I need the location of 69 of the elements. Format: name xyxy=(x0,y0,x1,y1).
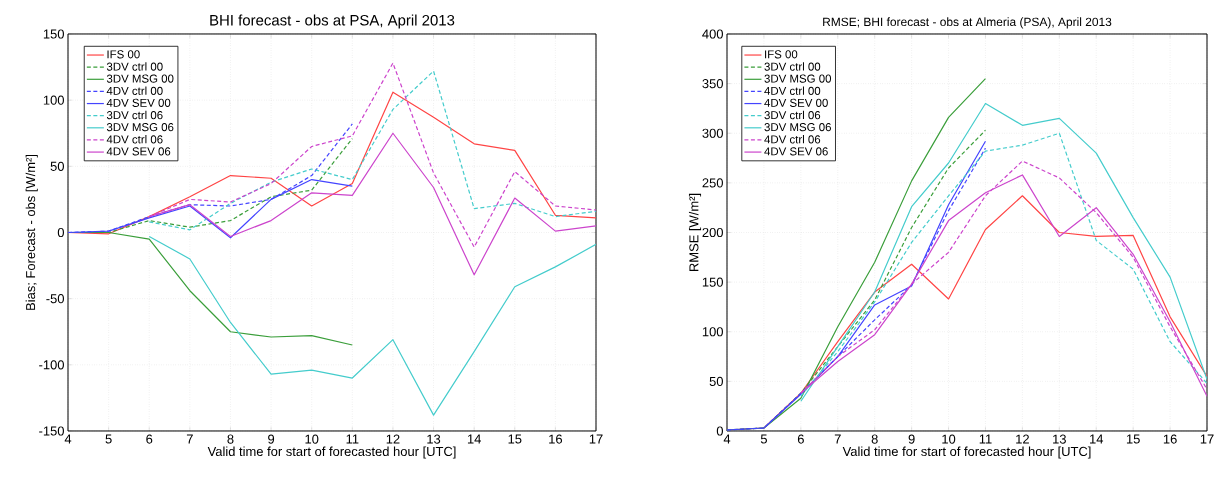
legend-label: 3DV ctrl 00 xyxy=(106,62,163,71)
x-tick-label: 7 xyxy=(834,434,841,444)
x-tick-label: 5 xyxy=(760,434,767,444)
legend-label: 4DV SEV 00 xyxy=(764,98,828,107)
chart-title: BHI forecast - obs at PSA, April 2013 xyxy=(210,14,455,29)
legend-label: 3DV ctrl 00 xyxy=(764,62,821,71)
y-tick-label: 100 xyxy=(43,95,64,105)
y-tick-label: 350 xyxy=(702,79,723,89)
y-axis-title: Bias; Forecast - obs [W/m²] xyxy=(25,154,38,310)
y-tick-label: -150 xyxy=(39,426,64,436)
y-tick-label: 150 xyxy=(43,29,64,39)
y-axis-title: RMSE [W/m²] xyxy=(688,193,702,271)
x-tick-label: 15 xyxy=(1126,434,1140,444)
x-tick-label: 5 xyxy=(105,434,112,444)
x-tick-label: 6 xyxy=(146,434,153,444)
x-tick-label: 15 xyxy=(508,434,522,444)
legend-label: 4DV ctrl 00 xyxy=(106,86,163,95)
x-tick-label: 14 xyxy=(467,434,481,444)
y-tick-label: 50 xyxy=(50,161,64,171)
legend-label: 3DV ctrl 06 xyxy=(106,110,163,120)
x-tick-label: 9 xyxy=(908,434,915,444)
y-tick-label: 0 xyxy=(57,227,64,238)
x-tick-label: 11 xyxy=(346,434,359,444)
x-tick-label: 14 xyxy=(1090,434,1104,444)
y-tick-label: 400 xyxy=(702,29,723,39)
x-tick-label: 13 xyxy=(427,434,441,444)
x-tick-label: 11 xyxy=(979,434,992,444)
line-series xyxy=(148,235,597,416)
x-tick-label: 10 xyxy=(305,434,319,444)
x-tick-label: 10 xyxy=(942,434,956,444)
x-tick-label: 17 xyxy=(589,434,603,444)
y-tick-label: 50 xyxy=(709,376,723,386)
chart-title: RMSE; BHI forecast - obs at Almeria (PSA), April 2013 xyxy=(823,17,1112,29)
legend-label: 3DV MSG 06 xyxy=(106,123,174,132)
x-tick-label: 13 xyxy=(1053,434,1066,444)
y-tick-label: 100 xyxy=(702,327,723,337)
y-tick-label: 0 xyxy=(716,426,723,436)
x-axis-title: Valid time for start of forecasted hour [UTC] xyxy=(842,446,1091,459)
y-tick-label: 150 xyxy=(702,277,723,287)
legend-label: 3DV MSG 06 xyxy=(764,123,831,132)
y-tick-label: -100 xyxy=(39,360,64,370)
x-tick-label: 16 xyxy=(1163,434,1177,444)
x-tick-label: 16 xyxy=(549,434,563,444)
legend-label: 4DV SEV 06 xyxy=(106,147,171,156)
x-tick-label: 4 xyxy=(64,434,72,444)
y-tick-label: 200 xyxy=(702,227,723,238)
legend-label: IFS 00 xyxy=(765,50,798,59)
x-tick-label: 6 xyxy=(797,434,804,444)
x-tick-label: 8 xyxy=(871,434,878,444)
legend-label: IFS 00 xyxy=(107,50,140,59)
y-tick-label: 300 xyxy=(702,128,723,138)
y-tick-label: 250 xyxy=(702,178,723,188)
legend-label: 4DV SEV 00 xyxy=(106,98,171,107)
legend-label: 4DV SEV 06 xyxy=(764,147,828,156)
legend-label: 4DV ctrl 00 xyxy=(764,86,821,95)
y-tick-label: -50 xyxy=(46,294,64,304)
x-tick-label: 4 xyxy=(723,434,731,444)
x-axis-title: Valid time for start of forecasted hour [UTC] xyxy=(207,446,456,459)
x-tick-label: 7 xyxy=(186,434,193,444)
x-tick-label: 17 xyxy=(1200,434,1214,444)
x-tick-label: 12 xyxy=(386,434,400,444)
x-tick-label: 8 xyxy=(227,434,234,444)
legend-label: 3DV MSG 00 xyxy=(764,74,832,83)
legend-label: 3DV ctrl 06 xyxy=(764,110,821,120)
legend-label: 4DV ctrl 06 xyxy=(106,135,163,144)
x-tick-label: 9 xyxy=(268,434,275,444)
legend-label: 3DV MSG 00 xyxy=(106,74,174,83)
legend-label: 4DV ctrl 06 xyxy=(764,135,821,144)
x-tick-label: 12 xyxy=(1016,434,1029,444)
